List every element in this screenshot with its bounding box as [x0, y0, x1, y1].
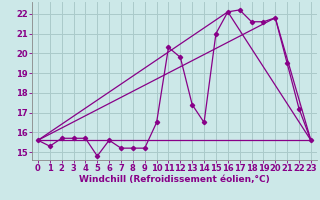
X-axis label: Windchill (Refroidissement éolien,°C): Windchill (Refroidissement éolien,°C)	[79, 175, 270, 184]
